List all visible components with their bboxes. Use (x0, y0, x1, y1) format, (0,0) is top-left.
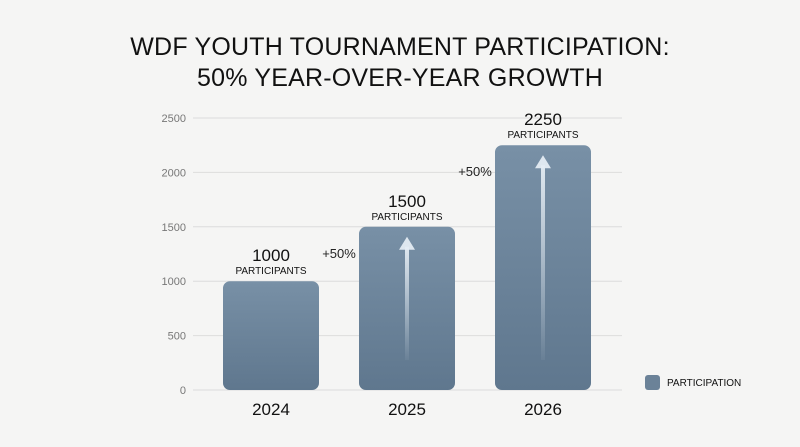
x-tick-label: 2025 (388, 400, 426, 419)
data-label: 2250 (524, 110, 562, 129)
y-tick-label: 2000 (162, 167, 186, 179)
growth-annotation: +50% (322, 246, 356, 261)
data-label: 1500 (388, 192, 426, 211)
data-sublabel: PARTICIPANTS (507, 130, 578, 141)
growth-annotation: +50% (458, 164, 492, 179)
y-tick-label: 500 (168, 331, 186, 343)
x-tick-label: 2024 (252, 400, 290, 419)
growth-arrow-head (399, 236, 415, 250)
data-sublabel: PARTICIPANTS (371, 212, 442, 223)
growth-arrow-head (535, 155, 551, 169)
legend-swatch (645, 375, 660, 390)
chart-title: WDF YOUTH TOURNAMENT PARTICIPATION: 50% … (0, 32, 800, 94)
bar-2024 (223, 281, 319, 390)
y-tick-label: 2500 (162, 113, 186, 125)
chart-title-line-2: 50% YEAR-OVER-YEAR GROWTH (196, 64, 603, 92)
growth-arrow-shaft (405, 246, 409, 360)
growth-arrow-shaft (541, 165, 545, 360)
y-tick-label: 0 (180, 385, 186, 397)
data-sublabel: PARTICIPANTS (235, 266, 306, 277)
legend-label: PARTICIPATION (667, 378, 741, 389)
chart-title-line-1: WDF YOUTH TOURNAMENT PARTICIPATION: (130, 33, 670, 61)
x-tick-label: 2026 (524, 400, 562, 419)
y-tick-label: 1000 (162, 276, 186, 288)
data-label: 1000 (252, 246, 290, 265)
y-tick-label: 1500 (162, 222, 186, 234)
